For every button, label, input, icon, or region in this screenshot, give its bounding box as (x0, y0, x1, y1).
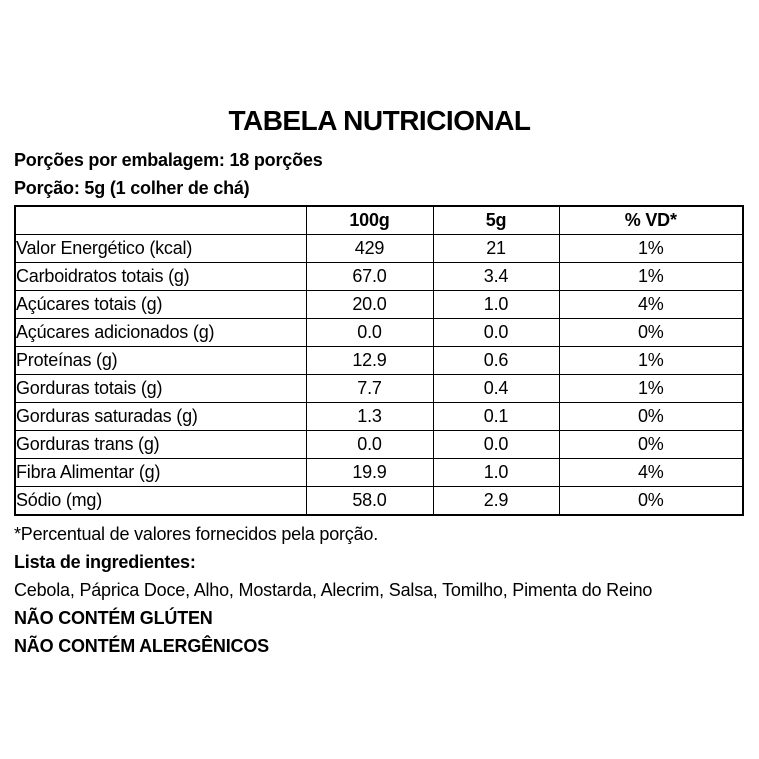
value-5g: 0.6 (432, 346, 560, 375)
nutrient-label: Gorduras saturadas (g) (14, 402, 307, 431)
header-cell-vd: % VD* (558, 205, 744, 235)
table-row: Açúcares totais (g) 20.0 1.0 4% (14, 290, 744, 319)
header-cell-blank (14, 205, 307, 235)
nutrient-label: Gorduras totais (g) (14, 374, 307, 403)
table-row: Gorduras trans (g) 0.0 0.0 0% (14, 430, 744, 459)
portion-size-line: Porção: 5g (1 colher de chá) (14, 178, 250, 198)
value-vd: 1% (558, 234, 744, 263)
nutrient-label: Carboidratos totais (g) (14, 262, 307, 291)
value-5g: 0.0 (432, 318, 560, 347)
value-100g: 58.0 (305, 486, 434, 516)
value-100g: 0.0 (305, 318, 434, 347)
table-row: Proteínas (g) 12.9 0.6 1% (14, 346, 744, 375)
value-vd: 4% (558, 290, 744, 319)
value-100g: 429 (305, 234, 434, 263)
value-100g: 12.9 (305, 346, 434, 375)
value-5g: 1.0 (432, 290, 560, 319)
value-5g: 21 (432, 234, 560, 263)
gluten-free-claim: NÃO CONTÉM GLÚTEN (14, 608, 213, 628)
table-header-row: 100g 5g % VD* (14, 205, 744, 235)
value-5g: 0.1 (432, 402, 560, 431)
value-vd: 0% (558, 486, 744, 516)
value-vd: 0% (558, 318, 744, 347)
allergen-free-claim: NÃO CONTÉM ALERGÊNICOS (14, 636, 269, 656)
value-5g: 1.0 (432, 458, 560, 487)
value-vd: 1% (558, 374, 744, 403)
nutrient-label: Gorduras trans (g) (14, 430, 307, 459)
table-row: Sódio (mg) 58.0 2.9 0% (14, 486, 744, 516)
vd-footnote: *Percentual de valores fornecidos pela p… (14, 524, 379, 544)
value-vd: 0% (558, 402, 744, 431)
table-row: Fibra Alimentar (g) 19.9 1.0 4% (14, 458, 744, 487)
servings-per-package-line: Porções por embalagem: 18 porções (14, 150, 323, 170)
value-5g: 0.0 (432, 430, 560, 459)
ingredients-heading: Lista de ingredientes: (14, 552, 196, 572)
nutrient-label: Sódio (mg) (14, 486, 307, 516)
nutrient-label: Açúcares adicionados (g) (14, 318, 307, 347)
value-vd: 0% (558, 430, 744, 459)
value-vd: 1% (558, 262, 744, 291)
value-100g: 1.3 (305, 402, 434, 431)
nutrient-label: Açúcares totais (g) (14, 290, 307, 319)
table-row: Açúcares adicionados (g) 0.0 0.0 0% (14, 318, 744, 347)
nutrition-table: 100g 5g % VD* Valor Energético (kcal) 42… (14, 205, 744, 516)
value-vd: 1% (558, 346, 744, 375)
nutrient-label: Proteínas (g) (14, 346, 307, 375)
nutrient-label: Valor Energético (kcal) (14, 234, 307, 263)
value-100g: 19.9 (305, 458, 434, 487)
value-5g: 2.9 (432, 486, 560, 516)
table-row: Gorduras saturadas (g) 1.3 0.1 0% (14, 402, 744, 431)
header-cell-5g: 5g (432, 205, 560, 235)
value-vd: 4% (558, 458, 744, 487)
nutrient-label: Fibra Alimentar (g) (14, 458, 307, 487)
page-title: TABELA NUTRICIONAL (228, 105, 531, 136)
value-100g: 67.0 (305, 262, 434, 291)
value-100g: 20.0 (305, 290, 434, 319)
value-100g: 0.0 (305, 430, 434, 459)
header-cell-100g: 100g (305, 205, 434, 235)
value-5g: 3.4 (432, 262, 560, 291)
value-100g: 7.7 (305, 374, 434, 403)
ingredients-list: Cebola, Páprica Doce, Alho, Mostarda, Al… (14, 580, 653, 600)
table-row: Valor Energético (kcal) 429 21 1% (14, 234, 744, 263)
value-5g: 0.4 (432, 374, 560, 403)
table-row: Carboidratos totais (g) 67.0 3.4 1% (14, 262, 744, 291)
table-row: Gorduras totais (g) 7.7 0.4 1% (14, 374, 744, 403)
label-content: Porções por embalagem: 18 porções Porção… (0, 146, 759, 660)
